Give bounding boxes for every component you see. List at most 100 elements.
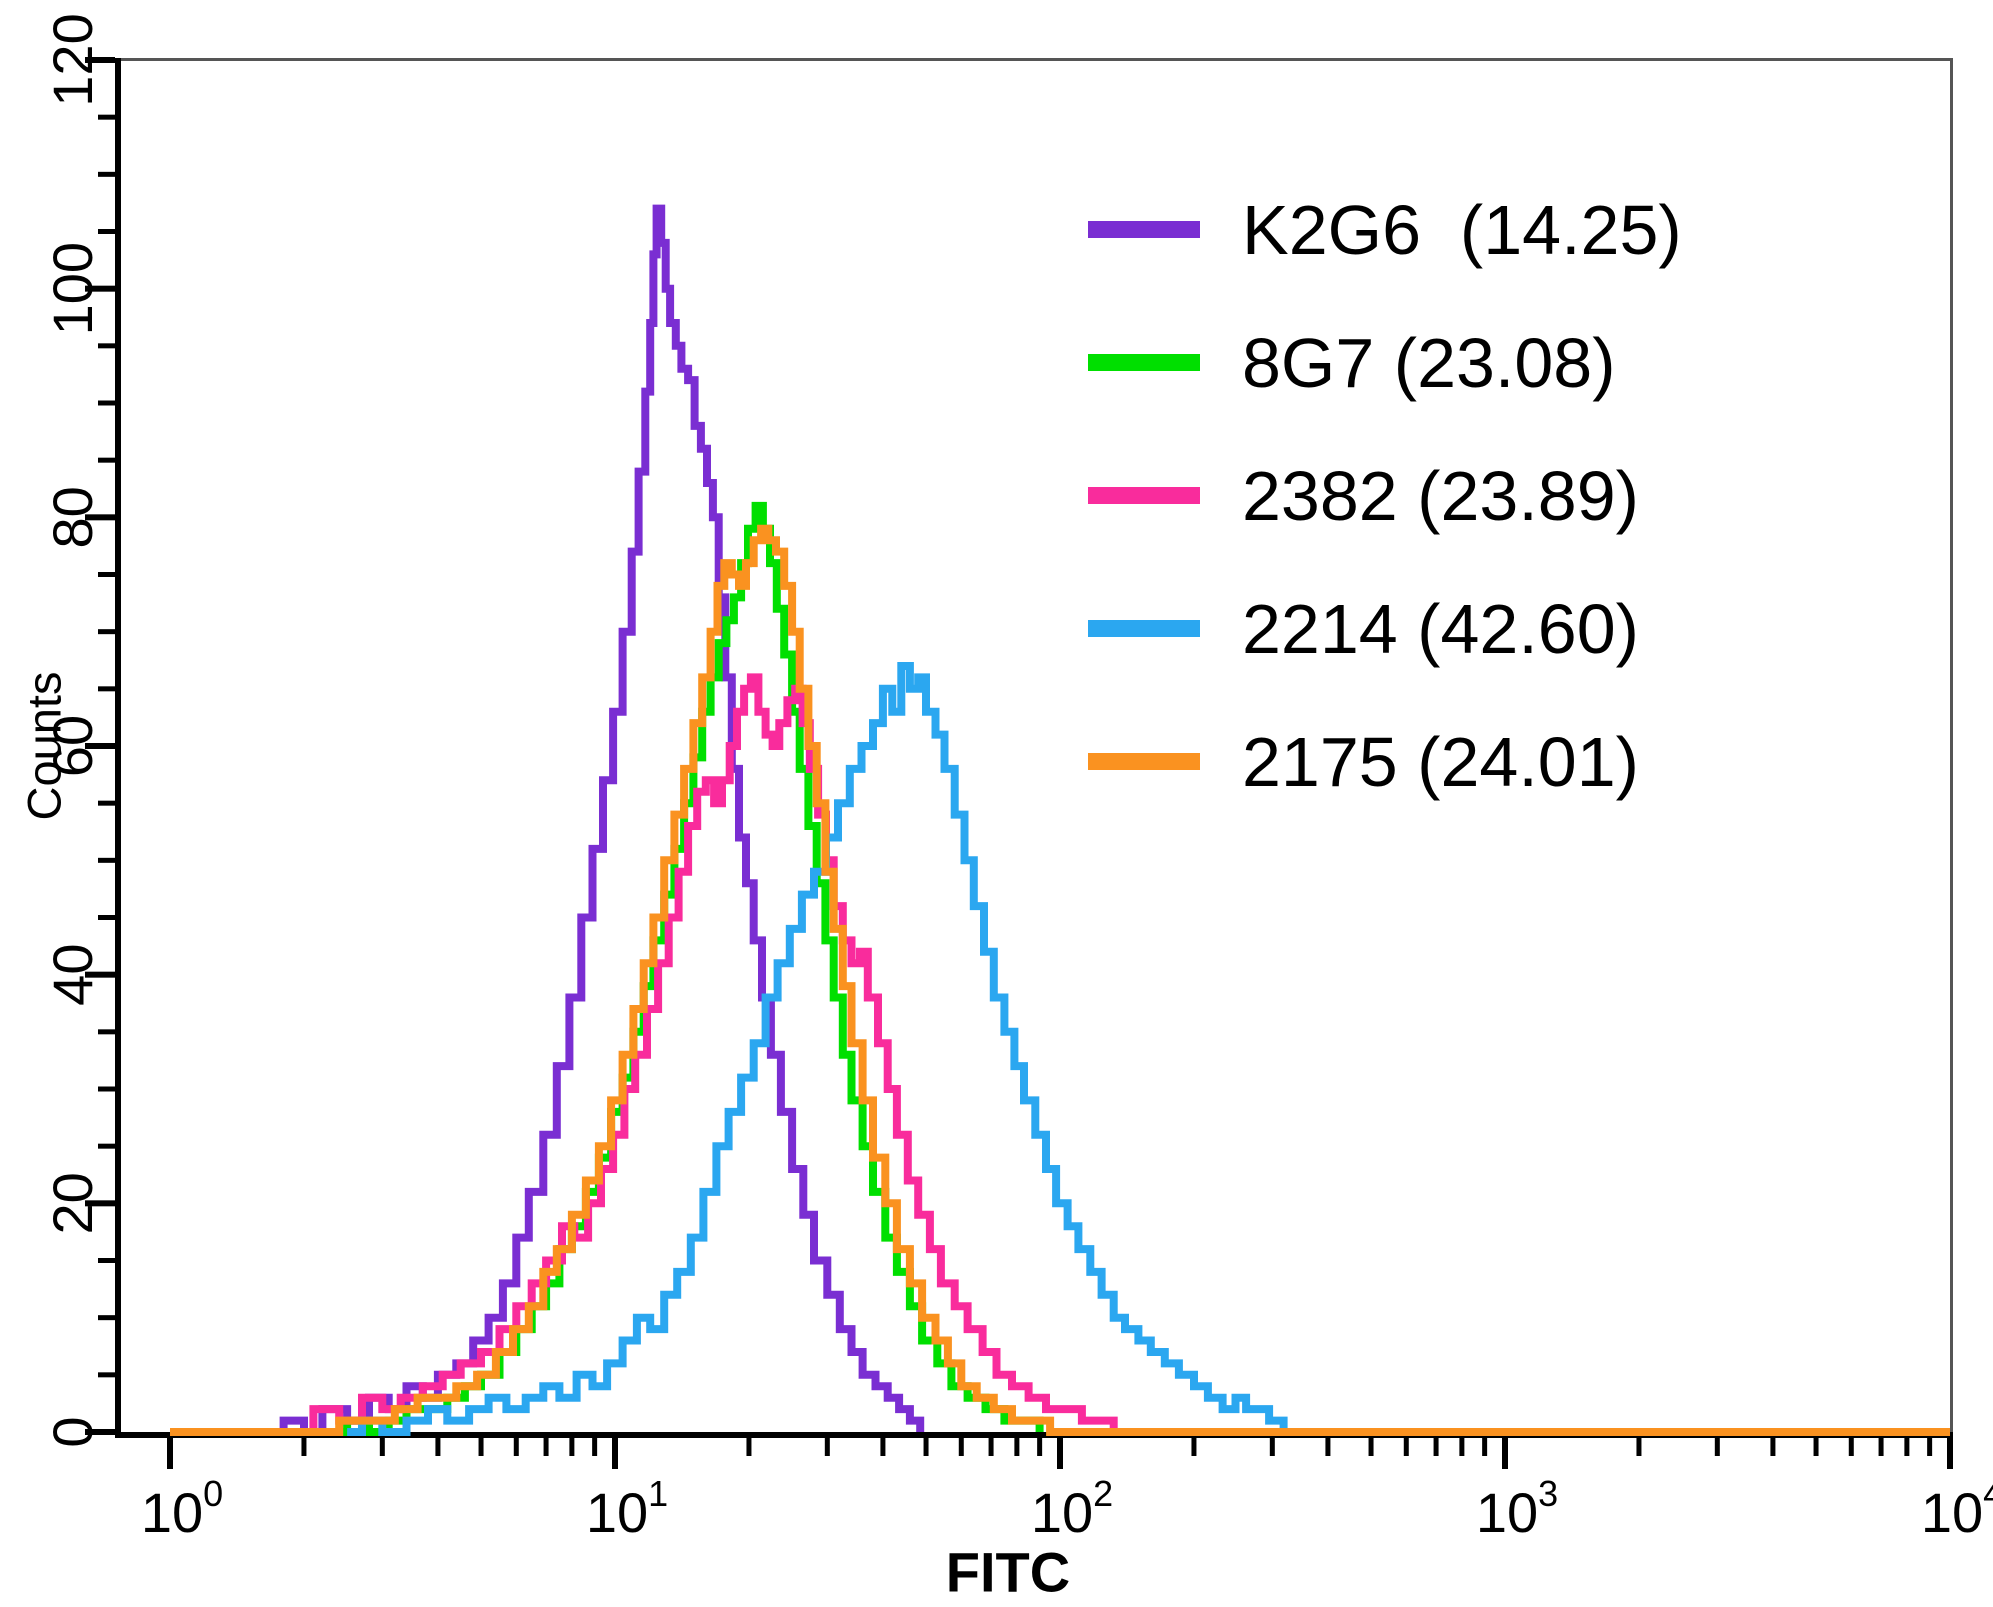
y-minor-tick bbox=[98, 1372, 115, 1378]
x-major-tick bbox=[167, 1438, 173, 1469]
y-minor-tick bbox=[98, 915, 115, 920]
x-minor-tick bbox=[1770, 1438, 1776, 1456]
y-minor-tick bbox=[98, 1086, 115, 1092]
x-major-tick bbox=[612, 1438, 618, 1469]
y-minor-tick bbox=[98, 457, 115, 463]
legend-item-2175: 2175 (24.01) bbox=[1088, 695, 1682, 828]
y-major-tick bbox=[85, 971, 115, 978]
x-minor-tick bbox=[1848, 1438, 1854, 1456]
x-minor-tick bbox=[478, 1438, 484, 1456]
x-minor-tick bbox=[880, 1438, 886, 1456]
y-major-tick bbox=[85, 285, 115, 292]
x-minor-tick bbox=[1433, 1438, 1439, 1456]
plot-frame-top bbox=[115, 58, 1953, 61]
y-major-tick bbox=[85, 743, 115, 749]
x-minor-tick bbox=[1368, 1438, 1374, 1456]
x-minor-tick bbox=[1904, 1438, 1910, 1456]
x-minor-tick bbox=[569, 1438, 575, 1456]
curve-2175 bbox=[170, 524, 1950, 1436]
x-minor-tick bbox=[1269, 1438, 1275, 1456]
y-major-tick bbox=[85, 1200, 115, 1207]
x-minor-tick bbox=[435, 1438, 441, 1456]
x-major-tick bbox=[1502, 1438, 1508, 1469]
x-minor-tick bbox=[1325, 1438, 1331, 1456]
x-minor-tick bbox=[1191, 1438, 1197, 1456]
x-minor-tick bbox=[1636, 1438, 1642, 1456]
y-tick-label: 40 bbox=[41, 944, 104, 1006]
legend-item-8G7: 8G7 (23.08) bbox=[1088, 296, 1682, 429]
y-tick-label: 60 bbox=[41, 715, 104, 777]
y-minor-tick bbox=[98, 857, 115, 863]
x-minor-tick bbox=[1714, 1438, 1720, 1456]
legend-swatch bbox=[1088, 354, 1200, 371]
legend-item-2214: 2214 (42.60) bbox=[1088, 562, 1682, 695]
legend-swatch bbox=[1088, 221, 1200, 238]
x-major-tick bbox=[1057, 1438, 1063, 1469]
y-axis-line bbox=[115, 58, 121, 1438]
x-minor-tick bbox=[1014, 1438, 1020, 1456]
x-minor-tick bbox=[543, 1438, 549, 1456]
x-minor-tick bbox=[746, 1438, 752, 1456]
x-minor-tick bbox=[1403, 1438, 1409, 1456]
y-minor-tick bbox=[98, 572, 115, 577]
x-minor-tick bbox=[1037, 1438, 1043, 1456]
x-minor-tick bbox=[379, 1438, 385, 1456]
legend-label: 2175 (24.01) bbox=[1242, 722, 1639, 801]
x-minor-tick bbox=[1878, 1438, 1884, 1456]
x-tick-label: 101 bbox=[586, 1473, 668, 1544]
legend: K2G6 (14.25) 8G7 (23.08) 2382 (23.89) 2214 … bbox=[1088, 163, 1682, 828]
y-minor-tick bbox=[98, 229, 115, 234]
y-minor-tick bbox=[98, 800, 115, 806]
curve-2214 bbox=[347, 662, 1288, 1436]
y-minor-tick bbox=[98, 1315, 115, 1321]
y-minor-tick bbox=[98, 1143, 115, 1149]
legend-item-2382: 2382 (23.89) bbox=[1088, 429, 1682, 562]
y-minor-tick bbox=[98, 400, 115, 406]
x-minor-tick bbox=[988, 1438, 994, 1456]
y-minor-tick bbox=[98, 629, 115, 635]
curve-K2G6 bbox=[272, 204, 925, 1436]
y-major-tick bbox=[85, 57, 115, 63]
y-tick-label: 100 bbox=[41, 242, 104, 335]
legend-swatch bbox=[1088, 487, 1200, 504]
plot-frame-right bbox=[1950, 58, 1953, 1432]
x-minor-tick bbox=[1927, 1438, 1933, 1456]
x-major-tick bbox=[1947, 1438, 1953, 1469]
x-tick-label: 103 bbox=[1476, 1473, 1558, 1544]
legend-label: K2G6 (14.25) bbox=[1242, 190, 1682, 269]
x-axis-line bbox=[115, 1432, 1953, 1438]
x-minor-tick bbox=[824, 1438, 830, 1456]
x-tick-label: 102 bbox=[1031, 1473, 1113, 1544]
x-axis-title: FITC bbox=[945, 1540, 1071, 1604]
x-tick-label: 104 bbox=[1921, 1473, 1993, 1544]
y-minor-tick bbox=[98, 1258, 115, 1263]
x-minor-tick bbox=[1459, 1438, 1465, 1456]
curve-8G7 bbox=[331, 501, 1044, 1436]
legend-label: 2382 (23.89) bbox=[1242, 456, 1639, 535]
legend-swatch bbox=[1088, 753, 1200, 770]
y-minor-tick bbox=[98, 171, 115, 177]
y-major-tick bbox=[85, 1429, 115, 1435]
x-minor-tick bbox=[1813, 1438, 1819, 1456]
x-minor-tick bbox=[1482, 1438, 1488, 1456]
x-minor-tick bbox=[923, 1438, 929, 1456]
x-minor-tick bbox=[592, 1438, 598, 1456]
y-minor-tick bbox=[98, 1029, 115, 1035]
legend-swatch bbox=[1088, 620, 1200, 637]
y-tick-label: 20 bbox=[41, 1172, 104, 1234]
y-tick-label: 0 bbox=[41, 1416, 104, 1447]
y-tick-label: 120 bbox=[41, 13, 104, 106]
x-minor-tick bbox=[513, 1438, 519, 1456]
legend-item-K2G6: K2G6 (14.25) bbox=[1088, 163, 1682, 296]
y-major-tick bbox=[85, 514, 115, 521]
curve-2382 bbox=[294, 673, 1118, 1436]
y-tick-label: 80 bbox=[41, 486, 104, 548]
y-minor-tick bbox=[98, 686, 115, 692]
x-minor-tick bbox=[301, 1438, 307, 1456]
legend-label: 8G7 (23.08) bbox=[1242, 323, 1616, 402]
x-tick-label: 100 bbox=[141, 1473, 223, 1544]
legend-label: 2214 (42.60) bbox=[1242, 589, 1639, 668]
x-minor-tick bbox=[958, 1438, 964, 1456]
